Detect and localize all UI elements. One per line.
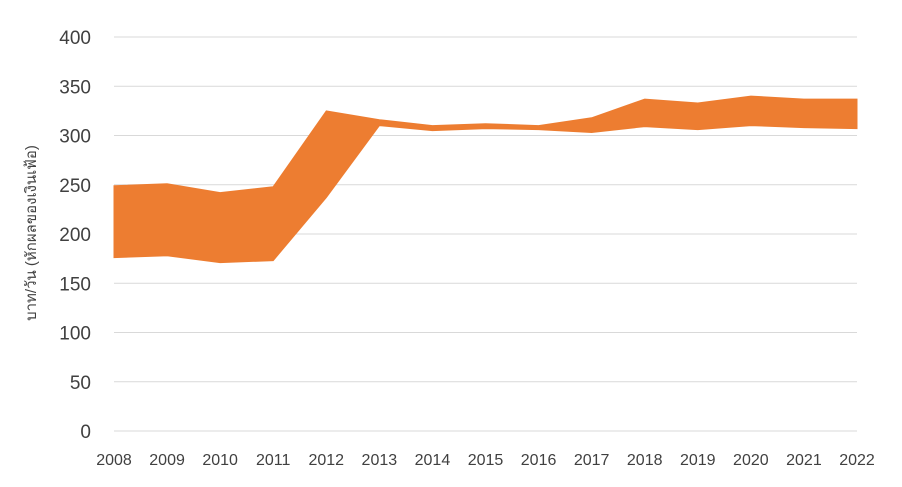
- x-tick-label: 2011: [256, 452, 291, 469]
- x-tick-label: 2021: [786, 452, 822, 469]
- x-tick-label: 2013: [362, 452, 398, 469]
- x-tick-label: 2020: [733, 452, 769, 469]
- x-tick-label: 2016: [521, 452, 557, 469]
- y-tick-label: 400: [59, 28, 91, 49]
- x-tick-label: 2012: [308, 452, 344, 469]
- y-tick-label: 300: [59, 127, 91, 148]
- y-tick-label: 100: [59, 324, 91, 345]
- y-tick-label: 150: [59, 274, 91, 295]
- x-tick-label: 2017: [574, 452, 610, 469]
- y-axis-ticks: 0 50 100 150 200 250 300 350 400: [59, 28, 91, 443]
- x-tick-label: 2008: [96, 452, 132, 469]
- y-tick-label: 200: [59, 225, 91, 246]
- band-area: [113, 95, 858, 264]
- y-tick-label: 350: [59, 77, 91, 98]
- x-tick-label: 2010: [202, 452, 238, 469]
- x-tick-label: 2009: [149, 452, 185, 469]
- x-tick-label: 2018: [627, 452, 663, 469]
- y-tick-label: 50: [70, 373, 91, 394]
- y-tick-label: 0: [80, 422, 91, 443]
- x-tick-label: 2014: [415, 452, 451, 469]
- x-tick-label: 2022: [839, 452, 875, 469]
- x-axis-ticks: 2008 2009 2010 2011 2012 2013 2014 2015 2016 2017…: [96, 452, 875, 469]
- x-tick-label: 2015: [468, 452, 504, 469]
- y-tick-label: 250: [59, 176, 91, 197]
- y-axis-label: บาท/วัน (หักผลของเงินเฟ้อ): [23, 145, 40, 321]
- band-shape: [113, 95, 858, 264]
- x-tick-label: 2019: [680, 452, 716, 469]
